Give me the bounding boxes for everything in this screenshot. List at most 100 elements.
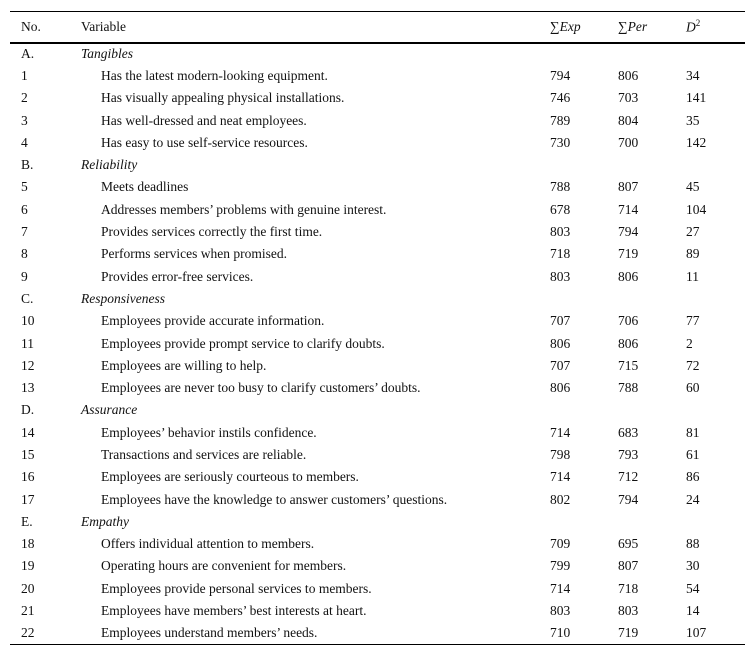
exp-value: 806 xyxy=(550,380,571,396)
item-row: 20 Employees provide personal services to… xyxy=(10,578,745,600)
item-cell: Performs services when promised. xyxy=(81,243,550,265)
empty-cell xyxy=(686,43,745,65)
item-cell: Employees are willing to help. xyxy=(81,355,550,377)
exp-value: 806 xyxy=(550,335,571,351)
item-number: 14 xyxy=(21,424,35,440)
item-text: Operating hours are convenient for membe… xyxy=(101,558,347,574)
per-value: 794 xyxy=(618,224,639,240)
empty-cell xyxy=(550,399,618,421)
exp-value: 802 xyxy=(550,491,571,507)
item-cell: Employees’ behavior instils confidence. xyxy=(81,422,550,444)
d2-value: 30 xyxy=(686,558,700,574)
exp-value: 709 xyxy=(550,536,571,552)
item-row: 19 Operating hours are convenient for mem… xyxy=(10,555,745,577)
exp-value: 803 xyxy=(550,224,571,240)
per-value: 807 xyxy=(618,179,639,195)
item-cell: Has easy to use self-service resources. xyxy=(81,132,550,154)
item-cell: Has visually appealing physical installa… xyxy=(81,87,550,109)
item-row: 13 Employees are never too busy to clarif… xyxy=(10,377,745,399)
d2-value: 11 xyxy=(686,268,699,284)
exp-value: 788 xyxy=(550,179,571,195)
section-row: B. Reliability xyxy=(10,154,745,176)
d2-value: 61 xyxy=(686,446,700,462)
per-value: 703 xyxy=(618,90,639,106)
item-row: 10 Employees provide accurate information… xyxy=(10,310,745,332)
per-value: 807 xyxy=(618,558,639,574)
exp-value: 707 xyxy=(550,313,571,329)
header-text: Per xyxy=(627,18,648,34)
d2-value: 107 xyxy=(686,625,707,641)
section-row: A. Tangibles xyxy=(10,43,745,65)
d2-value: 27 xyxy=(686,224,700,240)
item-cell: Provides error-free services. xyxy=(81,265,550,287)
item-cell: Employees provide prompt service to clar… xyxy=(81,332,550,354)
item-number: 15 xyxy=(21,446,35,462)
header-cell: Variable xyxy=(81,18,126,34)
exp-value: 718 xyxy=(550,246,571,262)
empty-cell xyxy=(550,43,618,65)
section-name: Responsiveness xyxy=(81,290,165,306)
item-cell: Employees are seriously courteous to mem… xyxy=(81,466,550,488)
d2-value: 24 xyxy=(686,491,700,507)
item-row: 1 Has the latest modern-looking equipment… xyxy=(10,65,745,87)
item-row: 4 Has easy to use self-service resources.… xyxy=(10,132,745,154)
empty-cell xyxy=(686,511,745,533)
item-number: 7 xyxy=(21,224,28,240)
item-number: 6 xyxy=(21,201,28,217)
per-value: 793 xyxy=(618,446,639,462)
item-text: Employees are seriously courteous to mem… xyxy=(101,469,359,485)
item-text: Has visually appealing physical installa… xyxy=(101,90,345,106)
section-row: D. Assurance xyxy=(10,399,745,421)
section-row: C. Responsiveness xyxy=(10,288,745,310)
exp-value: 746 xyxy=(550,90,571,106)
item-text: Meets deadlines xyxy=(101,179,189,195)
header-text: Exp xyxy=(559,18,581,34)
d2-value: 141 xyxy=(686,90,707,106)
header-cell: ∑Per xyxy=(618,12,686,43)
d2-value: 86 xyxy=(686,469,700,485)
per-value: 700 xyxy=(618,134,639,150)
item-row: 18 Offers individual attention to members… xyxy=(10,533,745,555)
item-row: 9 Provides error-free services. 803 806 11 xyxy=(10,265,745,287)
d2-value: 72 xyxy=(686,357,700,373)
d2-value: 77 xyxy=(686,313,700,329)
item-number: 20 xyxy=(21,580,35,596)
item-row: 14 Employees’ behavior instils confidence… xyxy=(10,422,745,444)
per-value: 719 xyxy=(618,246,639,262)
item-cell: Provides services correctly the first ti… xyxy=(81,221,550,243)
item-text: Offers individual attention to members. xyxy=(101,536,315,552)
exp-value: 803 xyxy=(550,268,571,284)
table-container: No. Variable ∑Exp ∑Per D2 A. Tangibles 1 Ha… xyxy=(10,11,745,645)
item-row: 16 Employees are seriously courteous to m… xyxy=(10,466,745,488)
per-value: 804 xyxy=(618,112,639,128)
item-row: 7 Provides services correctly the first t… xyxy=(10,221,745,243)
item-number: 13 xyxy=(21,380,35,396)
item-row: 6 Addresses members’ problems with genuin… xyxy=(10,199,745,221)
item-row: 8 Performs services when promised. 718 719 8… xyxy=(10,243,745,265)
section-name: Empathy xyxy=(81,513,129,529)
exp-value: 678 xyxy=(550,201,571,217)
item-cell: Employees are never too busy to clarify … xyxy=(81,377,550,399)
item-cell: Employees have the knowledge to answer c… xyxy=(81,488,550,510)
item-number: 10 xyxy=(21,313,35,329)
item-text: Employees’ behavior instils confidence. xyxy=(101,424,317,440)
item-number: 22 xyxy=(21,625,35,641)
item-number: 21 xyxy=(21,603,35,619)
exp-value: 714 xyxy=(550,580,571,596)
d2-value: 35 xyxy=(686,112,700,128)
exp-value: 798 xyxy=(550,446,571,462)
header-cell: ∑Exp xyxy=(550,12,618,43)
item-number: 16 xyxy=(21,469,35,485)
d2-value: 45 xyxy=(686,179,700,195)
item-number: 18 xyxy=(21,536,35,552)
section-name: Tangibles xyxy=(81,46,134,62)
item-text: Performs services when promised. xyxy=(101,246,287,262)
item-row: 2 Has visually appealing physical install… xyxy=(10,87,745,109)
item-row: 3 Has well-dressed and neat employees. 789… xyxy=(10,109,745,131)
item-text: Employees provide prompt service to clar… xyxy=(101,335,385,351)
empty-cell xyxy=(618,43,686,65)
item-cell: Has well-dressed and neat employees. xyxy=(81,109,550,131)
per-value: 806 xyxy=(618,67,639,83)
header-cell: D2 xyxy=(686,12,745,43)
